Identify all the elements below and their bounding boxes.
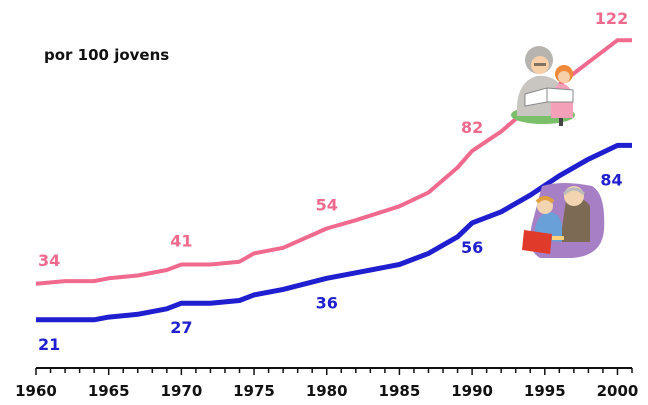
- data-label-0-0: 34: [38, 251, 60, 270]
- x-tick-label-1960: 1960: [15, 382, 57, 400]
- data-label-1-1: 27: [170, 318, 192, 337]
- data-label-0-2: 54: [316, 196, 338, 215]
- x-tick-label-1965: 1965: [88, 382, 130, 400]
- grandmother-reading-to-girl-icon: [511, 46, 575, 126]
- grandfather-reading-to-boy-icon: [522, 183, 605, 258]
- chart-subtitle: por 100 jovens: [44, 46, 170, 64]
- x-tick-label-1985: 1985: [379, 382, 421, 400]
- data-label-0-3: 82: [461, 118, 483, 137]
- x-tick-label-1995: 1995: [524, 382, 566, 400]
- data-label-1-4: 84: [600, 170, 622, 189]
- x-axis: 1960 1965 1970 1975 1980 1985 1990 1995 2000: [15, 367, 639, 400]
- data-labels-layer: 34 41 54 82 122 21 27 36 56 84: [38, 9, 628, 354]
- data-label-1-3: 56: [461, 238, 483, 257]
- data-label-1-2: 36: [316, 293, 338, 312]
- data-label-0-4: 122: [595, 9, 628, 28]
- x-tick-label-1990: 1990: [451, 382, 493, 400]
- data-label-1-0: 21: [38, 335, 60, 354]
- x-tick-label-1980: 1980: [306, 382, 348, 400]
- x-tick-label-2000: 2000: [597, 382, 639, 400]
- series-line-1: [36, 142, 632, 323]
- x-tick-label-1975: 1975: [233, 382, 275, 400]
- data-label-0-1: 41: [170, 232, 192, 251]
- x-tick-label-1970: 1970: [161, 382, 203, 400]
